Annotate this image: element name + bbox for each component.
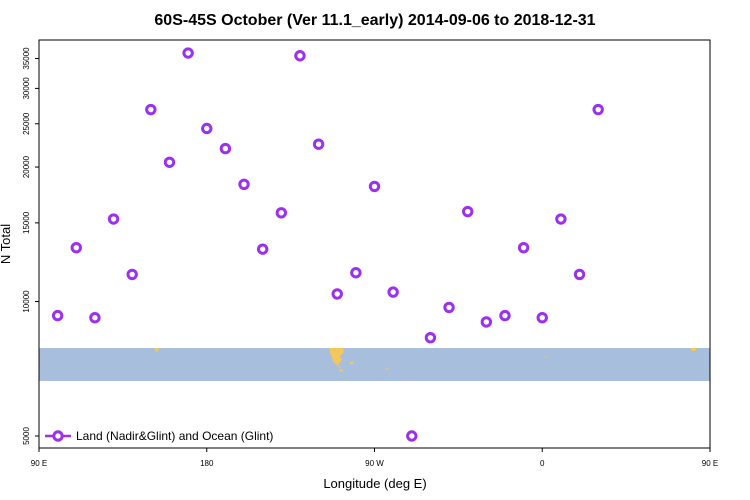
y-tick-label: 25000: [22, 112, 31, 135]
chart-title: 60S-45S October (Ver 11.1_early) 2014-09…: [154, 12, 595, 29]
data-point: [517, 241, 530, 254]
x-tick-label: 0: [540, 459, 545, 468]
x-axis-label: Longitude (deg E): [323, 476, 426, 491]
south-georgia-land: [385, 368, 389, 370]
data-point: [573, 268, 586, 281]
data-point: [555, 213, 567, 225]
data-point: [89, 312, 101, 324]
data-point: [275, 207, 288, 219]
data-points: [51, 47, 604, 442]
data-point: [368, 180, 381, 193]
south-america-land: [329, 348, 344, 372]
x-tick-label: 180: [200, 459, 214, 468]
x-tick-label: 90 E: [702, 459, 718, 468]
data-point: [294, 50, 306, 62]
data-point: [126, 268, 138, 281]
data-point: [424, 331, 437, 344]
data-point: [331, 288, 343, 300]
data-point: [256, 243, 269, 255]
data-point: [145, 103, 157, 116]
legend-label: Land (Nadir&Glint) and Ocean (Glint): [76, 429, 273, 443]
latitude-band: [39, 348, 710, 381]
new-zealand-land: [154, 348, 159, 352]
y-tick-label: 15000: [22, 211, 31, 234]
y-axis-label: N Total: [0, 224, 13, 264]
plot-frame: [38, 39, 711, 449]
falkland-islands-land: [350, 362, 354, 364]
data-point: [219, 142, 232, 155]
y-tick-label: 5000: [22, 427, 31, 445]
data-point: [70, 241, 82, 254]
data-point: [107, 213, 120, 225]
legend: Land (Nadir&Glint) and Ocean (Glint): [45, 429, 273, 443]
data-point: [406, 430, 418, 442]
data-point: [350, 267, 362, 279]
tasmania-land: [690, 348, 697, 351]
x-tick-label: 90 E: [31, 459, 47, 468]
data-point: [238, 178, 250, 190]
data-point: [312, 138, 325, 150]
data-point: [163, 156, 176, 168]
data-point: [182, 47, 194, 59]
y-axis: 5000 10000 15000 20000 25000 30000 35000: [22, 47, 39, 445]
data-point: [51, 309, 64, 322]
land-masses: [154, 348, 697, 372]
data-point: [443, 301, 455, 314]
ocean-band: [39, 348, 710, 381]
data-point: [499, 309, 511, 322]
data-point: [461, 205, 474, 218]
data-point: [387, 286, 399, 298]
y-tick-label: 10000: [22, 290, 31, 313]
data-point: [201, 122, 213, 135]
kerguelen-land: [545, 356, 547, 358]
x-tick-label: 90 W: [365, 459, 384, 468]
y-tick-label: 35000: [22, 47, 31, 70]
y-tick-label: 20000: [22, 155, 31, 178]
legend-marker: [52, 430, 64, 442]
data-point: [480, 316, 493, 328]
data-point: [592, 103, 604, 116]
y-tick-label: 30000: [22, 77, 31, 100]
data-point: [536, 312, 548, 324]
